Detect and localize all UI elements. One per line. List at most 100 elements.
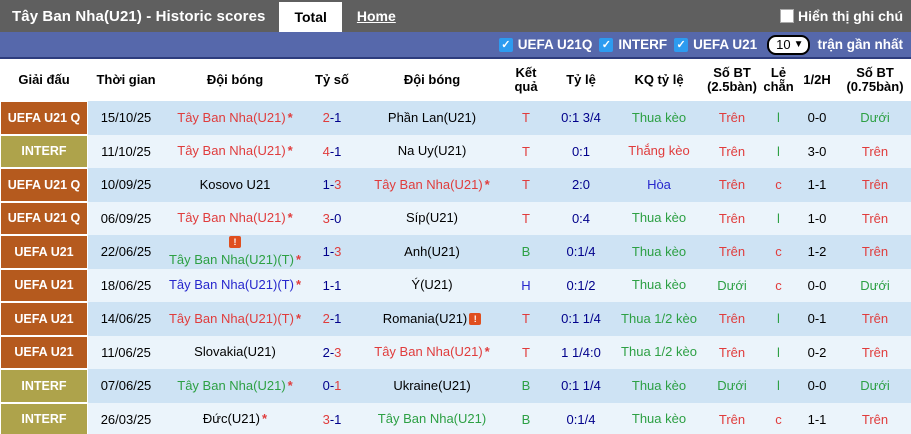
match-date: 06/09/25 (100, 210, 152, 226)
tab-home[interactable]: Home (342, 0, 411, 32)
home-goals: 1 (322, 177, 330, 193)
match-date: 11/10/25 (101, 143, 151, 159)
over-under-2-5-cell: Dưới (717, 277, 747, 293)
result-cell: T (522, 143, 530, 159)
checkbox-checked-icon[interactable]: ✓ (674, 37, 689, 52)
table-row: UEFA U21 22/06/25! Tây Ban Nha(U21)(T) * 1-3… (0, 235, 911, 269)
table-row: INTERF 11/10/25 Tây Ban Nha(U21) * 4-1 Na Uy(… (0, 134, 911, 169)
team-star: * (287, 109, 293, 125)
odd-even-cell: l (777, 110, 780, 126)
odds-cell: 0:1/4 (566, 244, 596, 260)
home-team-name: Tây Ban Nha(U21) (177, 210, 286, 226)
over-under-0-75-cell: Trên (861, 311, 889, 327)
over-under-0-75-cell: Dưới (860, 277, 890, 293)
match-date: 18/06/25 (100, 277, 152, 293)
away-team: Tây Ban Nha(U21) (358, 403, 506, 434)
odds-result-cell: Thua kèo (631, 377, 687, 393)
score-dash: - (329, 411, 335, 427)
home-goals: 4 (322, 143, 330, 159)
odds-result-cell: Thắng kèo (628, 143, 690, 159)
league-badge: UEFA U21 (0, 235, 88, 269)
home-team: Đức(U21) * (164, 403, 306, 434)
away-team: Anh(U21) (358, 235, 506, 269)
odds-result-cell: Thua 1/2 kèo (621, 344, 697, 360)
odds-cell: 0:1/4 (566, 411, 596, 427)
half-time-score-cell: 0-2 (807, 344, 827, 360)
half-time-score-cell: 1-0 (807, 210, 827, 226)
team-star: * (287, 210, 293, 226)
odd-even-cell: l (777, 210, 780, 226)
away-team-name: Síp(U21) (405, 210, 459, 226)
away-team-name: Romania(U21) (382, 310, 468, 326)
home-team-name: Tây Ban Nha(U21)(T) (168, 251, 294, 267)
home-goals: 3 (322, 411, 330, 427)
table-row: UEFA U21 11/06/25 Slovakia(U21) 2-3 Tây Ban … (0, 335, 911, 370)
match-date: 14/06/25 (100, 311, 152, 327)
away-team: Romania(U21)! (358, 302, 506, 336)
show-notes-checkbox[interactable]: Hiển thị ghi chú (780, 8, 911, 24)
recent-matches-suffix: trận gần nhất (817, 37, 903, 52)
odds-cell: 2:0 (571, 177, 591, 193)
score-dash: - (329, 210, 335, 226)
table-row: UEFA U21 Q 15/10/25 Tây Ban Nha(U21) * 2-1 Ph… (0, 101, 911, 135)
col-header-score: Tỷ số (315, 71, 349, 87)
checkbox-checked-icon[interactable]: ✓ (498, 37, 513, 52)
score-dash: - (329, 143, 335, 159)
odds-cell: 1 1/4:0 (561, 344, 601, 360)
score: 2-1 (306, 302, 358, 336)
odds-result-cell: Thua kèo (631, 109, 687, 125)
odds-result-cell: Thua kèo (631, 210, 687, 226)
tab-total[interactable]: Total (279, 2, 342, 32)
filter-uefa-u21-label: UEFA U21 (693, 37, 758, 52)
col-header-date: Thời gian (96, 71, 156, 87)
home-team: Kosovo U21 (164, 168, 306, 202)
note-icon: ! (229, 236, 241, 249)
match-date: 26/03/25 (100, 411, 152, 427)
home-goals: 1 (322, 244, 330, 260)
odds-cell: 0:1 3/4 (561, 110, 601, 126)
odd-even-cell: c (775, 277, 782, 293)
score-dash: - (329, 277, 335, 293)
result-cell: B (521, 378, 531, 394)
recent-matches-select[interactable]: 10 ▼ (767, 34, 811, 55)
odd-even-cell: c (775, 177, 782, 193)
col-header-away-team: Đội bóng (403, 71, 461, 87)
over-under-2-5-cell: Trên (718, 244, 746, 260)
away-team: Ý(U21) (358, 269, 506, 303)
away-goals: 3 (334, 244, 342, 260)
over-under-0-75-cell: Trên (861, 411, 889, 427)
filter-interf[interactable]: ✓ INTERF (599, 37, 667, 52)
filter-bar: ✓ UEFA U21Q ✓ INTERF ✓ UEFA U21 10 ▼ trậ… (0, 32, 911, 59)
odds-result-cell: Thua kèo (631, 277, 687, 293)
checkbox-unchecked-icon[interactable] (780, 9, 794, 23)
col-header-over-under-2-5: Số BT (2.5bàn) (707, 64, 757, 94)
away-team-name: Ý(U21) (411, 277, 453, 293)
away-team: Síp(U21) (358, 202, 506, 236)
away-goals: 3 (334, 344, 342, 360)
over-under-2-5-cell: Trên (718, 311, 746, 327)
odd-even-cell: l (777, 344, 780, 360)
half-time-score-cell: 3-0 (807, 143, 827, 159)
home-team-name: Kosovo U21 (199, 176, 271, 192)
checkbox-checked-icon[interactable]: ✓ (599, 37, 614, 52)
home-goals: 2 (322, 311, 330, 327)
home-team: Tây Ban Nha(U21)(T) * (164, 269, 306, 303)
filter-uefa-u21[interactable]: ✓ UEFA U21 (674, 37, 757, 52)
league-badge: INTERF (0, 134, 88, 168)
score: 2-1 (306, 101, 358, 135)
score-dash: - (329, 344, 335, 360)
odds-result-cell: Thua kèo (631, 243, 687, 259)
tab-total-label: Total (294, 9, 327, 25)
match-date: 07/06/25 (100, 378, 152, 394)
league-badge: UEFA U21 Q (0, 168, 88, 202)
league-badge: UEFA U21 (0, 268, 88, 302)
half-time-score-cell: 1-1 (807, 177, 827, 193)
half-time-score-cell: 0-1 (807, 311, 827, 327)
home-team-name: Tây Ban Nha(U21) (177, 143, 286, 159)
filter-uefa-u21q[interactable]: ✓ UEFA U21Q (498, 37, 592, 52)
away-team: Na Uy(U21) (358, 135, 506, 169)
away-team: Tây Ban Nha(U21) * (358, 336, 506, 370)
odds-cell: 0:1 1/4 (561, 378, 601, 394)
score-dash: - (329, 177, 335, 193)
away-team: Ukraine(U21) (358, 369, 506, 403)
